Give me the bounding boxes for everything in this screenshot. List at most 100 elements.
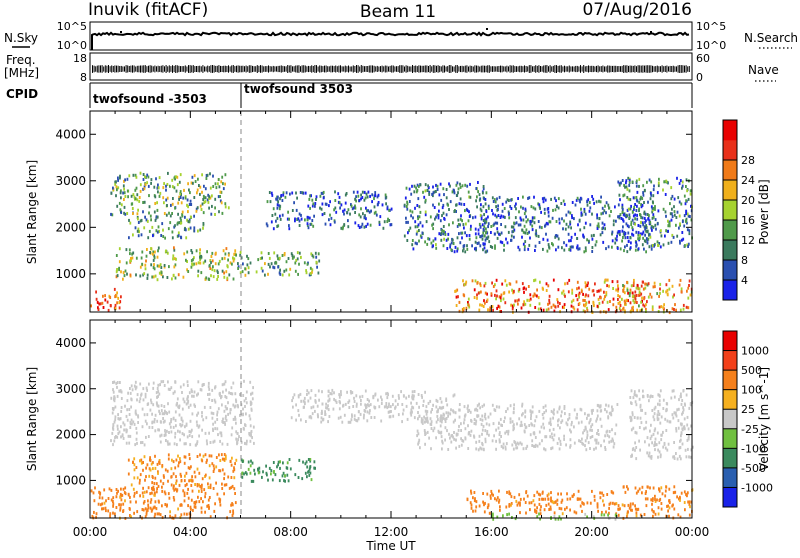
freq-mark [383,66,384,71]
heatmap-cell [577,498,579,501]
heatmap-cell [269,191,271,194]
beam-title: Beam 11 [360,2,436,22]
heatmap-cell [467,424,469,427]
heatmap-cell [602,222,604,225]
heatmap-cell [310,267,312,270]
heatmap-cell [617,280,619,283]
heatmap-cell [461,439,463,442]
heatmap-cell [202,227,204,230]
freq-mark [166,65,167,73]
heatmap-cell [418,415,420,418]
heatmap-cell [531,439,533,442]
heatmap-cell [367,223,369,226]
heatmap-cell [486,422,488,425]
heatmap-cell [192,182,194,185]
heatmap-cell [310,416,312,419]
heatmap-cell [510,504,512,507]
heatmap-cell [618,203,620,206]
heatmap-cell [138,234,140,237]
heatmap-cell [135,226,137,229]
power-colorbar-segment [723,120,737,140]
heatmap-cell [640,225,642,228]
heatmap-cell [661,305,663,308]
heatmap-cell [275,220,277,223]
heatmap-cell [548,498,550,501]
heatmap-cell [168,453,170,456]
heatmap-cell [231,386,233,389]
heatmap-cell [303,406,305,409]
heatmap-cell [174,186,176,189]
heatmap-cell [503,443,505,446]
heatmap-cell [665,490,667,493]
heatmap-cell [652,497,654,500]
heatmap-cell [511,207,513,210]
heatmap-cell [455,411,457,414]
heatmap-cell [542,287,544,290]
heatmap-cell [123,437,125,440]
heatmap-cell [475,216,477,219]
heatmap-cell [228,273,230,276]
heatmap-cell [191,475,193,478]
heatmap-cell [329,200,331,203]
heatmap-cell [261,257,263,260]
heatmap-cell [603,291,605,294]
freq-mark [663,66,664,72]
heatmap-cell [450,408,452,411]
heatmap-cell [684,245,686,248]
heatmap-cell [136,398,138,401]
heatmap-cell [210,484,212,487]
heatmap-cell [573,217,575,220]
heatmap-cell [571,214,573,217]
heatmap-cell [104,294,106,297]
heatmap-cell [467,447,469,450]
heatmap-cell [135,381,137,384]
heatmap-cell [577,244,579,247]
heatmap-cell [418,240,420,243]
heatmap-cell [119,381,121,384]
heatmap-cell [246,473,248,476]
heatmap-cell [430,423,432,426]
heatmap-cell [446,247,448,250]
heatmap-cell [364,216,366,219]
heatmap-cell [186,492,188,495]
heatmap-cell [169,221,171,224]
heatmap-cell [215,262,217,265]
heatmap-cell [496,289,498,292]
heatmap-cell [554,197,556,200]
heatmap-cell [542,238,544,241]
nsearch-label: N.Search [744,31,798,45]
heatmap-cell [179,430,181,433]
heatmap-cell [190,404,192,407]
heatmap-cell [165,199,167,202]
heatmap-cell [651,248,653,251]
heatmap-cell [459,183,461,186]
heatmap-cell [627,177,629,180]
heatmap-cell [333,208,335,211]
power-colorbar-segment [723,140,737,160]
heatmap-cell [159,383,161,386]
freq-mark [644,66,645,73]
heatmap-cell [211,205,213,208]
heatmap-cell [483,213,485,216]
heatmap-cell [551,410,553,413]
heatmap-cell [600,289,602,292]
heatmap-cell [498,501,500,504]
heatmap-cell [622,194,624,197]
heatmap-cell [648,282,650,285]
heatmap-cell [518,224,520,227]
freq-mark [282,66,283,72]
heatmap-cell [325,203,327,206]
heatmap-cell [190,420,192,423]
heatmap-cell [600,410,602,413]
heatmap-cell [535,232,537,235]
heatmap-cell [127,195,129,198]
heatmap-cell [442,206,444,209]
heatmap-cell [168,492,170,495]
heatmap-cell [204,196,206,199]
heatmap-cell [288,273,290,276]
freq-mark [297,65,298,72]
heatmap-cell [123,198,125,201]
nsky-panel: N.Sky 10^5 10^0 10^5 10^0 N.Search [4,20,798,52]
heatmap-cell [311,199,313,202]
heatmap-cell [252,397,254,400]
